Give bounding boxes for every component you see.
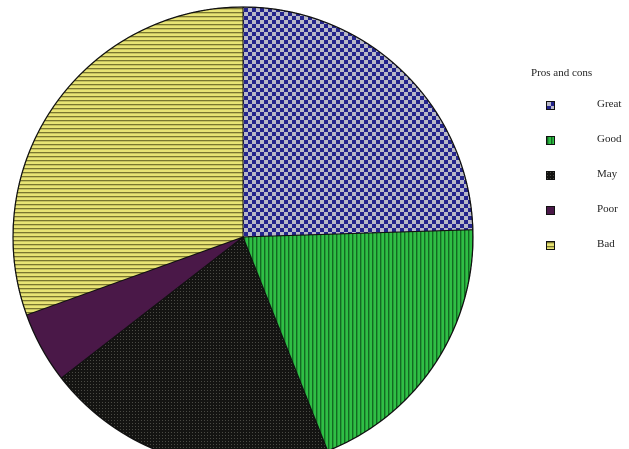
legend-item-great: Great bbox=[531, 98, 627, 136]
legend-label-bad: Bad bbox=[597, 238, 615, 250]
legend-swatch-good bbox=[546, 136, 555, 145]
legend-title: Pros and cons bbox=[531, 67, 593, 79]
legend-item-bad: Bad bbox=[531, 238, 627, 276]
legend-item-may: May bbox=[531, 168, 627, 206]
legend-item-poor: Poor bbox=[531, 203, 627, 241]
legend-swatch-great bbox=[546, 101, 555, 110]
pie-slice-great bbox=[242, 6, 474, 238]
legend-label-good: Good bbox=[597, 133, 622, 145]
legend-swatch-bad bbox=[546, 241, 555, 250]
legend-label-may: May bbox=[597, 168, 618, 180]
legend-label-great: Great bbox=[597, 98, 622, 110]
legend-item-good: Good bbox=[531, 133, 627, 171]
pie-outline bbox=[12, 6, 474, 449]
legend-label-poor: Poor bbox=[597, 203, 618, 215]
legend: Pros and cons Great Good May Poor Bad bbox=[531, 67, 627, 276]
legend-items: Great Good May Poor Bad bbox=[531, 98, 627, 276]
legend-swatch-may bbox=[546, 171, 555, 180]
legend-swatch-poor bbox=[546, 206, 555, 215]
